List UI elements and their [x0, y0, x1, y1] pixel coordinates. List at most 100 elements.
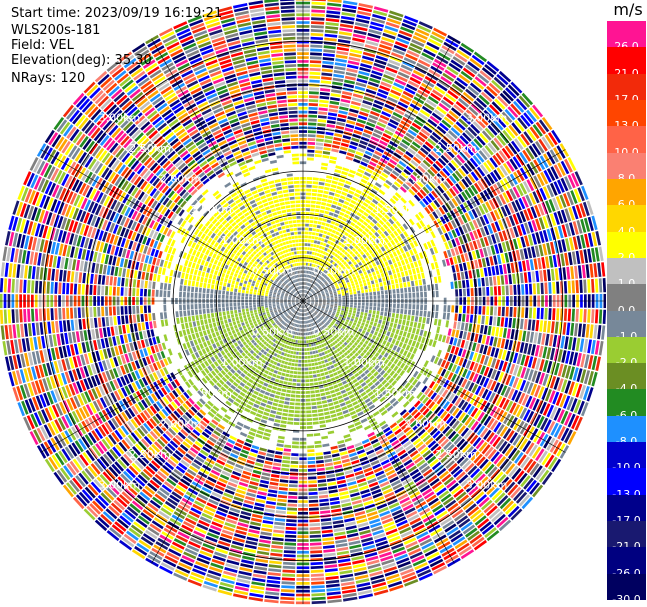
velocity-gate — [487, 326, 492, 336]
velocity-gate — [407, 129, 417, 137]
velocity-gate — [274, 378, 280, 383]
velocity-gate — [313, 433, 321, 437]
velocity-gate — [415, 328, 420, 335]
velocity-gate — [256, 458, 265, 464]
velocity-gate — [283, 353, 288, 357]
velocity-gate — [303, 293, 304, 297]
velocity-gate — [412, 171, 421, 179]
velocity-gate — [323, 552, 336, 557]
velocity-gate — [314, 154, 322, 158]
velocity-gate — [519, 342, 525, 353]
velocity-gate — [414, 31, 428, 40]
velocity-gate — [464, 189, 472, 199]
velocity-gate — [360, 63, 372, 69]
velocity-gate — [363, 326, 368, 331]
velocity-gate — [308, 114, 318, 118]
velocity-gate — [316, 401, 322, 405]
velocity-gate — [585, 264, 590, 278]
velocity-gate — [455, 289, 459, 297]
velocity-gate — [264, 460, 273, 465]
velocity-gate — [353, 158, 361, 164]
velocity-gate — [323, 407, 329, 412]
velocity-gate — [262, 520, 274, 525]
velocity-gate — [322, 355, 327, 360]
velocity-gate — [489, 276, 493, 286]
velocity-gate — [330, 504, 341, 509]
velocity-gate — [430, 262, 435, 270]
velocity-gate — [309, 283, 312, 287]
velocity-gate — [499, 327, 504, 338]
velocity-gate — [389, 173, 398, 180]
velocity-gate — [329, 410, 336, 414]
velocity-gate — [442, 72, 455, 82]
velocity-gate — [332, 176, 339, 181]
velocity-gate — [528, 145, 538, 158]
velocity-gate — [354, 381, 360, 387]
velocity-gate — [499, 92, 512, 105]
velocity-gate — [577, 265, 582, 279]
velocity-gate — [324, 387, 330, 392]
velocity-gate — [316, 225, 321, 229]
velocity-gate — [433, 199, 441, 208]
velocity-gate — [339, 211, 345, 216]
velocity-gate — [351, 97, 363, 103]
velocity-gate — [529, 331, 535, 343]
velocity-gate — [311, 289, 314, 293]
velocity-gate — [396, 37, 410, 45]
velocity-gate — [430, 150, 439, 159]
velocity-gate — [294, 410, 300, 414]
velocity-gate — [454, 281, 458, 289]
velocity-gate — [308, 339, 311, 343]
velocity-gate — [491, 79, 504, 91]
velocity-gate — [249, 481, 259, 486]
velocity-gate — [258, 543, 271, 548]
velocity-gate — [299, 324, 302, 328]
velocity-gate — [375, 336, 380, 342]
velocity-gate — [377, 348, 383, 354]
velocity-gate — [498, 70, 512, 83]
velocity-gate — [310, 289, 313, 292]
velocity-gate — [250, 521, 262, 527]
velocity-gate — [368, 309, 372, 314]
velocity-gate — [306, 282, 308, 286]
velocity-gate — [304, 367, 309, 371]
velocity-gate — [562, 322, 567, 335]
velocity-gate — [349, 186, 357, 192]
velocity-gate — [377, 295, 381, 299]
velocity-gate — [372, 154, 381, 160]
velocity-gate — [422, 159, 431, 168]
velocity-gate — [357, 305, 361, 309]
velocity-gate — [455, 101, 467, 111]
velocity-gate — [308, 118, 317, 122]
velocity-gate — [475, 152, 485, 163]
velocity-gate — [333, 69, 345, 75]
velocity-gate — [286, 511, 297, 515]
velocity-gate — [551, 129, 562, 144]
velocity-gate — [390, 356, 396, 363]
velocity-gate — [367, 316, 371, 321]
velocity-gate — [348, 484, 358, 490]
velocity-gate — [387, 235, 393, 241]
velocity-gate — [323, 230, 328, 235]
velocity-gate — [300, 328, 303, 332]
velocity-gate — [316, 290, 320, 293]
velocity-gate — [334, 258, 338, 262]
velocity-gate — [396, 75, 408, 83]
velocity-gate — [495, 152, 505, 164]
velocity-gate — [372, 310, 376, 315]
velocity-gate — [400, 336, 406, 343]
velocity-gate — [450, 159, 460, 169]
velocity-gate — [390, 239, 396, 246]
velocity-gate — [487, 124, 498, 136]
velocity-gate — [346, 228, 351, 233]
velocity-gate — [373, 306, 377, 311]
velocity-gate — [481, 67, 495, 78]
velocity-gate — [315, 146, 323, 150]
velocity-gate — [535, 270, 540, 282]
velocity-gate — [314, 252, 318, 256]
velocity-gate — [400, 64, 413, 72]
velocity-gate — [287, 499, 298, 503]
velocity-gate — [416, 292, 420, 298]
velocity-gate — [349, 292, 353, 295]
velocity-gate — [482, 287, 486, 296]
